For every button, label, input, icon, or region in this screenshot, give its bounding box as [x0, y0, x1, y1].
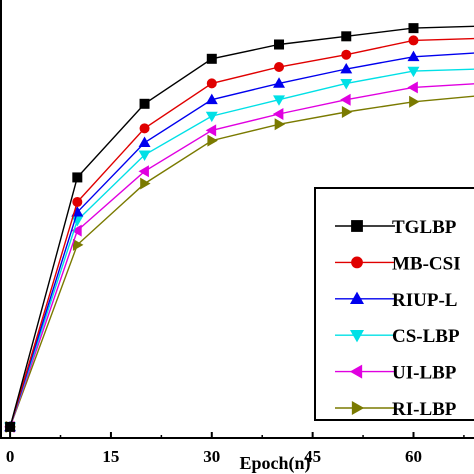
data-point-mb-csi-50: [341, 49, 352, 60]
legend-marker-mb-csi: [351, 256, 363, 269]
legend-marker-riup-l: [349, 291, 365, 304]
legend-item-riup-l: RIUP-L: [335, 290, 457, 311]
legend-marker-tglbp: [351, 220, 363, 232]
legend-item-ui-lbp: UI-LBP: [335, 363, 457, 384]
legend-item-mb-csi: MB-CSI: [335, 253, 461, 274]
plot-area: [3, 23, 474, 434]
data-point-tglbp-60: [408, 23, 419, 34]
series-line-tglbp: [9, 25, 474, 428]
data-point-ri-lbp-20: [140, 177, 151, 190]
legend-label-ri-lbp: RI-LBP: [392, 399, 457, 420]
data-point-cs-lbp-20: [138, 150, 151, 162]
legend-item-ri-lbp: RI-LBP: [335, 399, 457, 420]
data-point-ui-lbp-10: [71, 224, 82, 237]
x-tick-label-30: 30: [203, 447, 220, 466]
data-point-mb-csi-30: [206, 78, 217, 89]
series-line-mb-csi: [9, 37, 474, 428]
data-point-mb-csi-20: [139, 123, 150, 134]
data-point-ui-lbp-40: [272, 108, 284, 121]
x-tick-label-0: 0: [6, 447, 15, 466]
data-point-riup-l-40: [273, 77, 286, 88]
data-point-ui-lbp-20: [138, 165, 149, 178]
legend-label-riup-l: RIUP-L: [392, 290, 457, 311]
series-ri-lbp: [5, 95, 474, 433]
x-tick-label-15: 15: [102, 447, 119, 466]
data-point-tglbp-0: [5, 421, 16, 432]
data-point-riup-l-20: [138, 136, 151, 148]
series-tglbp: [5, 23, 474, 432]
data-point-ri-lbp-50: [341, 106, 353, 118]
data-point-riup-l-50: [340, 62, 353, 74]
legend-label-tglbp: TGLBP: [392, 217, 457, 238]
data-point-ui-lbp-60: [407, 81, 418, 94]
data-point-cs-lbp-50: [340, 78, 353, 90]
legend-label-mb-csi: MB-CSI: [392, 253, 461, 274]
legend-marker-ui-lbp: [349, 364, 363, 379]
data-point-mb-csi-10: [72, 196, 83, 207]
data-point-ui-lbp-30: [205, 124, 217, 137]
x-axis-title: Epoch(n): [239, 453, 310, 474]
x-tick-label-60: 60: [405, 447, 422, 466]
data-point-cs-lbp-40: [273, 95, 286, 106]
data-point-tglbp-30: [206, 53, 217, 64]
legend-label-cs-lbp: CS-LBP: [392, 326, 460, 347]
data-point-riup-l-60: [407, 50, 420, 62]
legend-item-tglbp: TGLBP: [335, 217, 457, 238]
data-point-tglbp-10: [72, 172, 83, 183]
legend-item-cs-lbp: CS-LBP: [335, 326, 460, 347]
data-point-cs-lbp-30: [205, 111, 218, 123]
data-point-ri-lbp-40: [274, 118, 286, 131]
x-tick-label-45: 45: [304, 447, 321, 466]
data-point-ri-lbp-10: [72, 238, 84, 251]
data-point-tglbp-50: [341, 31, 352, 42]
series-line-riup-l: [9, 52, 474, 428]
legend: TGLBP MB-CSI RIUP-L CS-LBP UI-LBP RI-LBP: [314, 187, 474, 421]
data-point-tglbp-20: [139, 98, 150, 109]
data-point-ri-lbp-60: [409, 95, 420, 108]
data-point-tglbp-40: [274, 39, 285, 50]
series-line-ui-lbp: [9, 83, 474, 428]
data-point-ri-lbp-30: [207, 134, 218, 147]
data-point-cs-lbp-60: [407, 66, 420, 78]
data-point-mb-csi-40: [274, 61, 285, 72]
series-line-ri-lbp: [9, 95, 474, 428]
data-point-ui-lbp-50: [340, 93, 351, 106]
legend-marker-cs-lbp: [349, 330, 365, 343]
data-point-mb-csi-60: [408, 35, 419, 46]
legend-label-ui-lbp: UI-LBP: [392, 363, 457, 384]
legend-marker-ri-lbp: [351, 400, 365, 416]
series-line-cs-lbp: [9, 68, 474, 428]
data-point-riup-l-30: [205, 93, 218, 105]
